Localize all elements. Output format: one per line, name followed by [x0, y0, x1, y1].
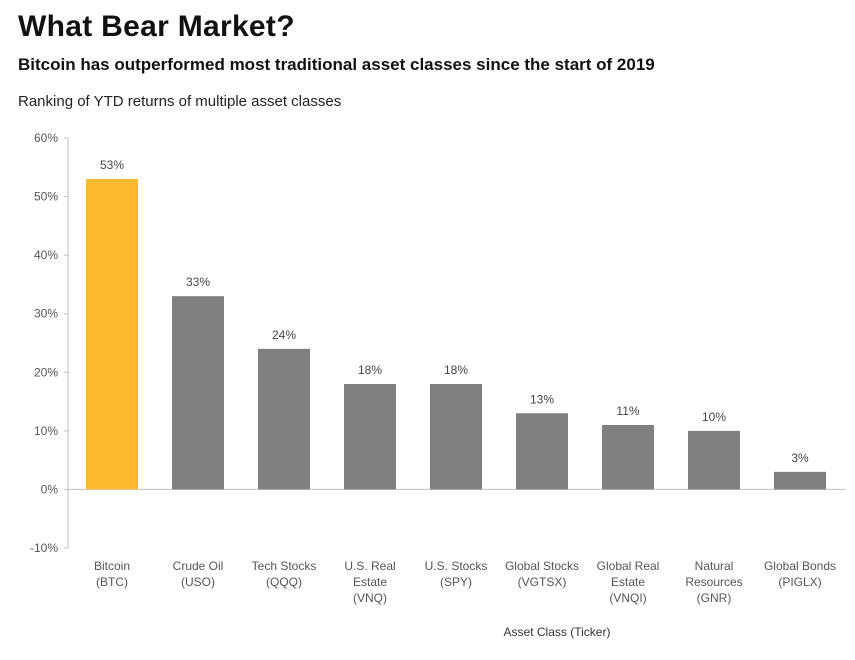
x-tick-label: U.S. Real: [344, 559, 395, 573]
data-label: 10%: [702, 410, 726, 424]
x-tick-label: Resources: [685, 575, 742, 589]
x-tick-label: U.S. Stocks: [425, 559, 488, 573]
y-tick-label: 0%: [41, 482, 59, 496]
data-label: 13%: [530, 392, 554, 406]
y-tick-label: 30%: [34, 307, 58, 321]
x-tick-label: Estate: [353, 575, 387, 589]
bar: [86, 179, 138, 490]
bar: [430, 384, 482, 490]
bar: [516, 413, 568, 490]
x-tick-label: Estate: [611, 575, 645, 589]
y-tick-label: 60%: [34, 131, 58, 145]
x-tick-label: (SPY): [440, 575, 472, 589]
x-tick-label: (PIGLX): [778, 575, 821, 589]
bar: [344, 384, 396, 490]
x-tick-label: Global Real: [597, 559, 660, 573]
page-title: What Bear Market?: [18, 10, 295, 43]
x-tick-label: (QQQ): [266, 575, 302, 589]
x-tick-label: Natural: [695, 559, 734, 573]
data-label: 11%: [616, 404, 639, 418]
data-label: 33%: [186, 275, 210, 289]
x-tick-label: Bitcoin: [94, 559, 130, 573]
x-axis-title: Asset Class (Ticker): [504, 625, 611, 639]
bars: [86, 179, 826, 490]
bar: [602, 425, 654, 490]
y-tick-label: -10%: [30, 541, 58, 555]
x-tick-label: Global Bonds: [764, 559, 836, 573]
data-label: 18%: [444, 363, 468, 377]
page-subtitle: Bitcoin has outperformed most traditiona…: [18, 55, 655, 74]
y-tick-label: 20%: [34, 365, 58, 379]
x-tick-label: Tech Stocks: [252, 559, 317, 573]
bar: [258, 348, 310, 490]
x-tick-label: (GNR): [697, 591, 732, 605]
y-tick-label: 10%: [34, 424, 58, 438]
x-axis-labels: Bitcoin (BTC) Crude Oil (USO) Tech Stocks (QQ…: [94, 559, 836, 605]
bar: [172, 296, 224, 490]
bar: [774, 471, 826, 490]
x-tick-label: (VNQ): [353, 591, 387, 605]
value-labels: 53% 33% 24% 18% 18% 13% 11% 10% 3%: [100, 158, 809, 465]
x-tick-label: (VGTSX): [518, 575, 567, 589]
x-tick-label: Global Stocks: [505, 559, 579, 573]
bar: [688, 430, 740, 490]
x-tick-label: Crude Oil: [173, 559, 224, 573]
y-axis: -10% 0% 10% 20% 30% 40% 50% 60%: [30, 131, 845, 555]
data-label: 53%: [100, 158, 124, 172]
data-label: 3%: [791, 451, 809, 465]
y-tick-label: 50%: [34, 190, 58, 204]
data-label: 18%: [358, 363, 382, 377]
x-tick-label: (VNQI): [609, 591, 646, 605]
x-tick-label: (BTC): [96, 575, 128, 589]
data-label: 24%: [272, 328, 296, 342]
y-tick-label: 40%: [34, 248, 58, 262]
x-tick-label: (USO): [181, 575, 215, 589]
chart-title: Ranking of YTD returns of multiple asset…: [18, 93, 342, 110]
